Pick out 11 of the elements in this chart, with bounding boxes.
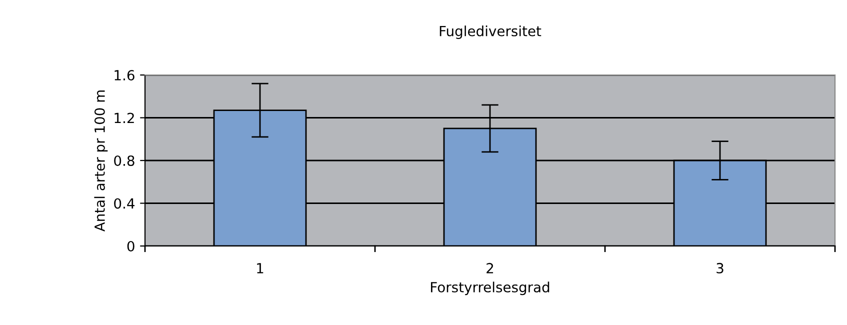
y-axis-title: Antal arter pr 100 m — [94, 90, 108, 232]
y-tick-label: 1.6 — [114, 70, 134, 80]
y-tick-label: 1.2 — [114, 112, 134, 124]
y-tick-label: 0.4 — [114, 198, 134, 209]
x-tick-label: 3 — [716, 262, 724, 274]
x-axis-title: Forstyrrelsesgrad — [430, 282, 550, 296]
y-tick-label: 0.8 — [114, 155, 134, 166]
chart-title: Fuglediversitet — [440, 26, 542, 39]
x-tick-label: 2 — [486, 262, 494, 274]
x-tick-label: 1 — [257, 263, 264, 274]
y-tick-label: 0 — [127, 240, 134, 252]
